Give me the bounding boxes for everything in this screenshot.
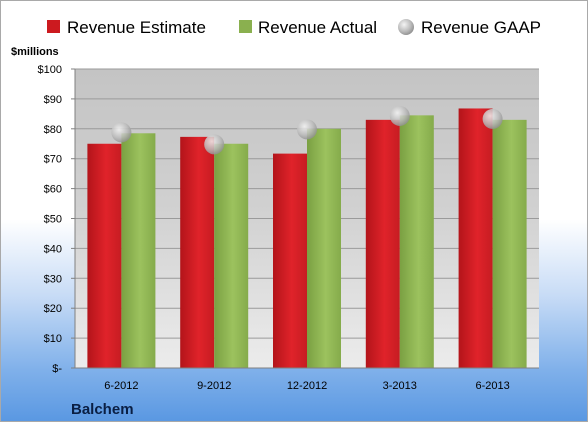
legend-marker-gaap [398, 19, 414, 35]
bar-revenue-estimate [87, 143, 122, 368]
x-tick-label: 3-2013 [383, 380, 417, 392]
y-tick-label: $50 [44, 214, 62, 226]
marker-revenue-gaap [389, 105, 410, 126]
bar-revenue-actual [399, 115, 434, 368]
y-tick-label: $40 [44, 243, 62, 255]
marker-revenue-gaap [482, 108, 503, 129]
x-tick-label: 6-2013 [475, 380, 509, 392]
x-tick-label: 6-2012 [104, 380, 138, 392]
marker-revenue-gaap [111, 122, 132, 143]
x-tick-label: 12-2012 [287, 380, 327, 392]
legend-label-gaap: Revenue GAAP [421, 18, 541, 37]
bar-revenue-estimate [458, 108, 493, 368]
bar-revenue-actual [307, 128, 341, 368]
bar-revenue-estimate [180, 136, 215, 368]
y-tick-label: $60 [44, 184, 62, 196]
y-tick-label: $20 [44, 303, 62, 315]
legend-label-estimate: Revenue Estimate [67, 18, 206, 37]
marker-revenue-gaap [204, 134, 225, 155]
y-tick-label: $30 [44, 273, 62, 285]
y-tick-label: $90 [44, 94, 62, 106]
bar-revenue-actual [492, 119, 527, 368]
x-tick-label: 9-2012 [197, 380, 231, 392]
x-axis-ticks: 6-2012 9-2012 12-2012 3-2013 6-2013 [104, 380, 509, 392]
y-tick-label: $100 [38, 64, 62, 76]
legend-swatch-actual [239, 20, 252, 33]
legend-swatch-estimate [47, 20, 60, 33]
company-name: Balchem [71, 401, 134, 418]
bar-revenue-actual [214, 143, 249, 368]
y-tick-label: $- [52, 363, 62, 375]
bar-revenue-actual [121, 133, 156, 368]
y-tick-label: $70 [44, 154, 62, 166]
bar-revenue-estimate [273, 153, 307, 368]
legend-label-actual: Revenue Actual [258, 18, 377, 37]
y-axis-ticks: $- $10 $20 $30 $40 $50 $60 $70 $80 $90 $100 [38, 64, 75, 375]
legend-item-gaap: Revenue GAAP [398, 18, 541, 37]
legend-item-estimate: Revenue Estimate [47, 18, 206, 37]
bar-revenue-estimate [365, 119, 400, 368]
gaap-markers [111, 105, 503, 155]
marker-revenue-gaap [297, 119, 317, 140]
y-tick-label: $10 [44, 333, 62, 345]
legend-item-actual: Revenue Actual [239, 18, 377, 37]
bars [87, 108, 527, 368]
y-unit-label: $millions [11, 46, 59, 58]
legend: Revenue Estimate Revenue Actual Revenue … [47, 18, 541, 37]
y-tick-label: $80 [44, 124, 62, 136]
